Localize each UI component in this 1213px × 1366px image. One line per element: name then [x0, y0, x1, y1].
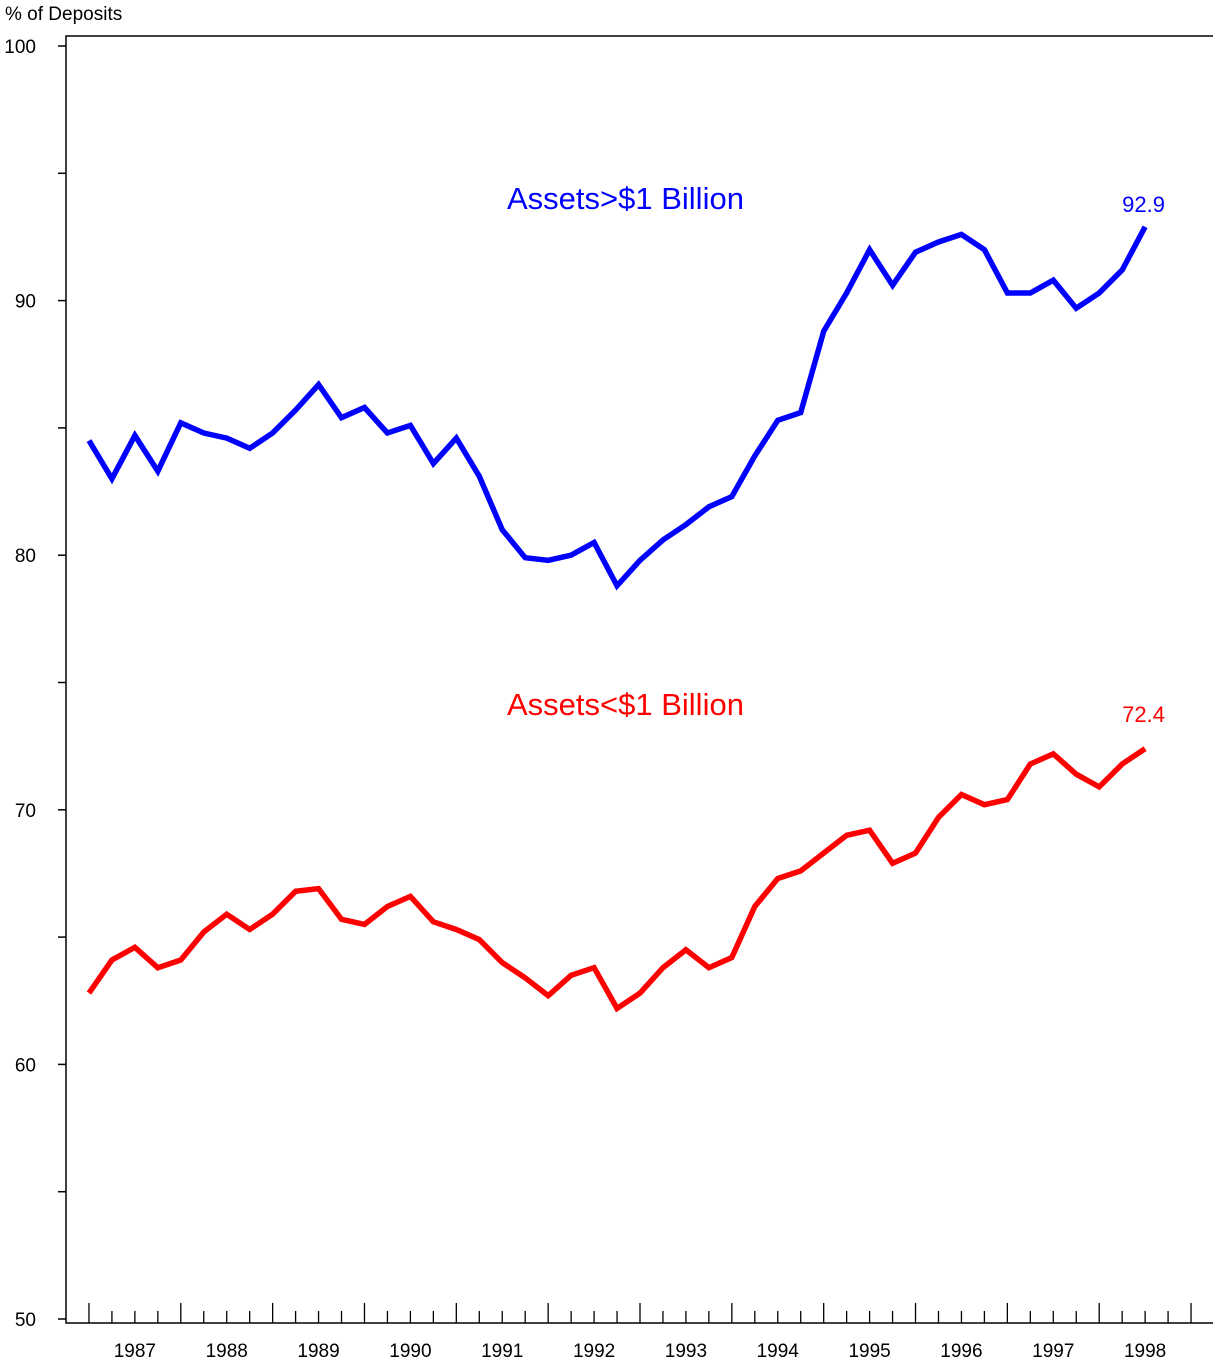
- x-tick-label: 1988: [206, 1341, 248, 1362]
- x-tick-label: 1989: [297, 1341, 339, 1362]
- series-label-large-banks: Assets>$1 Billion: [507, 181, 744, 216]
- x-tick-label: 1987: [114, 1341, 156, 1362]
- y-tick-label: 50: [15, 1310, 36, 1331]
- x-tick-label: 1992: [573, 1341, 615, 1362]
- y-tick-label: 80: [15, 546, 36, 567]
- x-tick-label: 1991: [481, 1341, 523, 1362]
- plot-frame: [65, 35, 1213, 1324]
- end-value-label-small-banks: 72.4: [1122, 702, 1165, 727]
- x-tick-label: 1998: [1124, 1341, 1166, 1362]
- y-tick-label: 90: [15, 292, 36, 313]
- series-line-large-banks: [86, 225, 1148, 591]
- series-label-small-banks: Assets<$1 Billion: [507, 687, 744, 722]
- x-tick-label: 1996: [940, 1341, 982, 1362]
- y-tick-label: 60: [15, 1055, 36, 1076]
- end-value-label-large-banks: 92.9: [1122, 192, 1165, 217]
- y-tick-label: 100: [4, 37, 36, 58]
- series-line-small-banks: [86, 746, 1147, 1013]
- x-tick-label: 1990: [389, 1341, 431, 1362]
- x-tick-label: 1997: [1032, 1341, 1074, 1362]
- y-tick-label: 70: [15, 801, 36, 822]
- y-axis: 50 60 70 80 90 100: [4, 37, 66, 1331]
- x-tick-label: 1994: [757, 1341, 800, 1362]
- x-tick-label: 1993: [665, 1341, 707, 1362]
- x-axis: 1987 1988 1989 1990 1991 1992 1993 1994 1995 1996…: [88, 1303, 1192, 1362]
- series-layer: [86, 225, 1148, 1013]
- x-tick-label: 1995: [848, 1341, 890, 1362]
- y-axis-title: % of Deposits: [5, 4, 122, 25]
